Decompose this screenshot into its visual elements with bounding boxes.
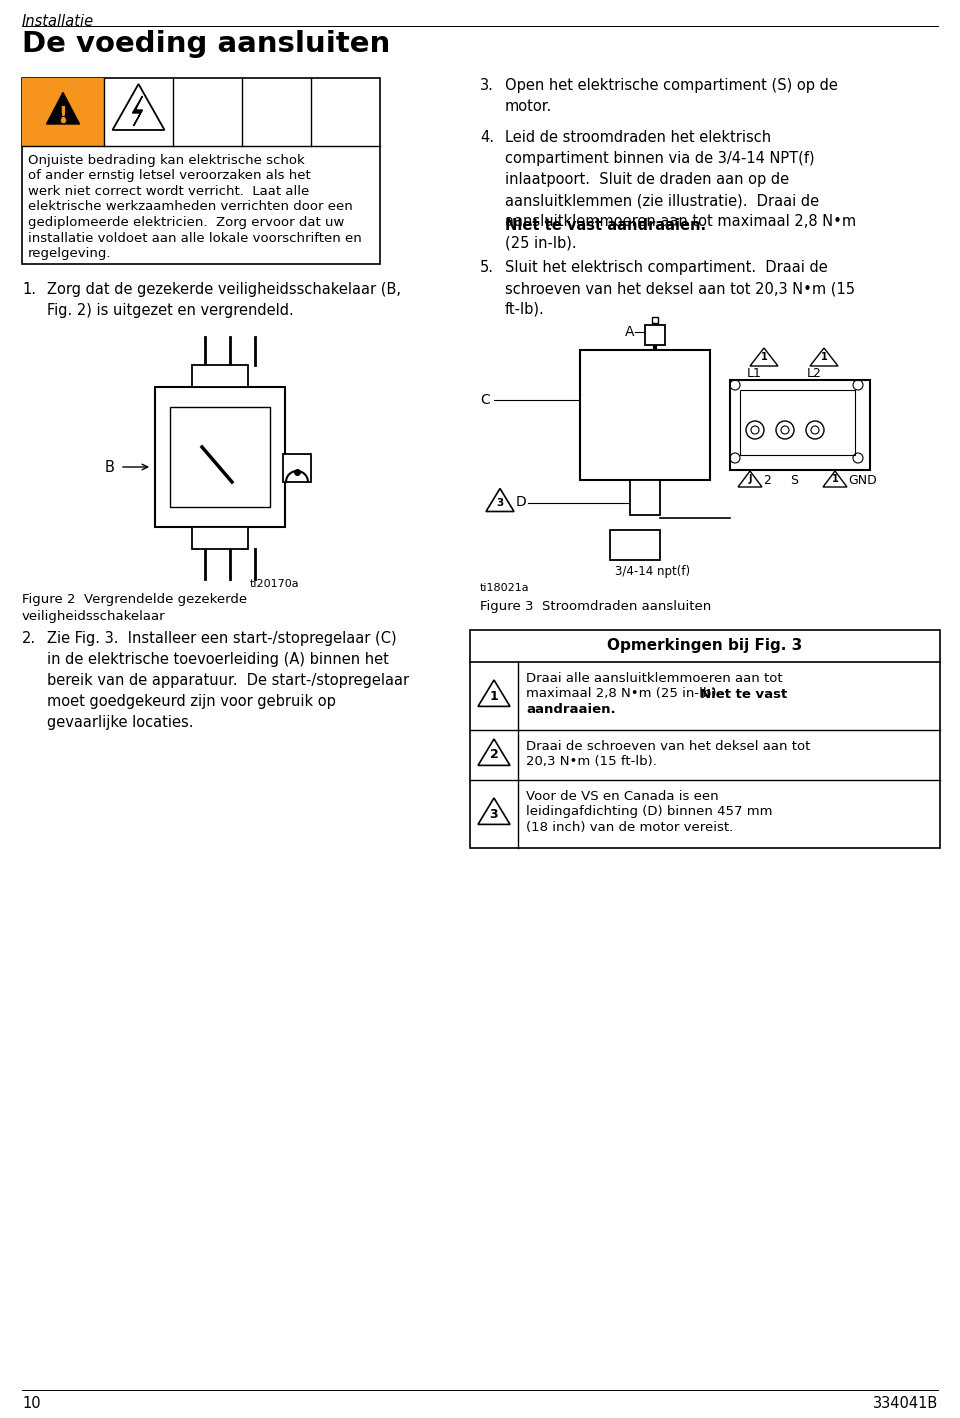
Polygon shape	[750, 347, 778, 366]
Text: ti20170a: ti20170a	[250, 579, 300, 588]
Bar	[580, 350, 710, 481]
Text: 2.: 2.	[22, 631, 36, 647]
Polygon shape	[478, 739, 510, 766]
Text: 1: 1	[831, 474, 838, 484]
Text: Draai alle aansluitklemmoeren aan tot: Draai alle aansluitklemmoeren aan tot	[526, 672, 782, 685]
Text: 334041B: 334041B	[873, 1395, 938, 1411]
Text: aandraaien.: aandraaien.	[526, 703, 615, 716]
Polygon shape	[810, 347, 838, 366]
Polygon shape	[132, 96, 142, 126]
Text: De voeding aansluiten: De voeding aansluiten	[22, 30, 391, 58]
Bar	[630, 481, 660, 515]
Text: Zorg dat de gezekerde veiligheidsschakelaar (B,
Fig. 2) is uitgezet en vergrende: Zorg dat de gezekerde veiligheidsschakel…	[47, 282, 401, 318]
Text: L2: L2	[807, 367, 822, 380]
Text: of ander ernstig letsel veroorzaken als het: of ander ernstig letsel veroorzaken als …	[28, 170, 311, 183]
Text: regelgeving.: regelgeving.	[28, 247, 111, 259]
Text: Draai de schroeven van het deksel aan tot: Draai de schroeven van het deksel aan to…	[526, 740, 810, 753]
Text: C: C	[480, 393, 490, 407]
Text: Figure 2  Vergrendelde gezekerde
veiligheidsschakelaar: Figure 2 Vergrendelde gezekerde veilighe…	[22, 593, 247, 623]
Text: (18 inch) van de motor vereist.: (18 inch) van de motor vereist.	[526, 821, 733, 834]
Bar	[740, 390, 855, 455]
Bar	[645, 325, 665, 345]
Text: 2: 2	[763, 474, 771, 486]
Text: 3/4-14 npt(f): 3/4-14 npt(f)	[615, 564, 690, 579]
Bar	[730, 380, 870, 469]
Polygon shape	[823, 471, 847, 486]
Text: S: S	[790, 474, 798, 486]
Text: Voor de VS en Canada is een: Voor de VS en Canada is een	[526, 790, 719, 803]
Polygon shape	[46, 92, 80, 123]
Bar	[155, 387, 285, 527]
Text: 1: 1	[821, 352, 828, 362]
Text: werk niet correct wordt verricht.  Laat alle: werk niet correct wordt verricht. Laat a…	[28, 184, 309, 199]
Text: ti18021a: ti18021a	[480, 583, 530, 593]
Bar	[192, 364, 248, 387]
Text: Onjuiste bedrading kan elektrische schok: Onjuiste bedrading kan elektrische schok	[28, 155, 304, 167]
Bar	[610, 530, 660, 560]
Text: 3.: 3.	[480, 78, 493, 94]
Text: 20,3 N•m (15 ft-lb).: 20,3 N•m (15 ft-lb).	[526, 756, 657, 769]
Text: Niet te vast aandraaien.: Niet te vast aandraaien.	[505, 217, 707, 233]
Text: L1: L1	[747, 367, 762, 380]
Polygon shape	[112, 84, 164, 130]
Text: 3: 3	[490, 807, 498, 821]
Text: A: A	[625, 325, 635, 339]
Text: 10: 10	[22, 1395, 40, 1411]
Text: Installatie: Installatie	[22, 14, 94, 28]
Polygon shape	[738, 471, 762, 486]
Text: D: D	[516, 495, 527, 509]
Text: Niet te vast: Niet te vast	[700, 688, 787, 700]
Text: Zie Fig. 3.  Installeer een start-/stopregelaar (C)
in de elektrische toevoerlei: Zie Fig. 3. Installeer een start-/stopre…	[47, 631, 409, 730]
Text: elektrische werkzaamheden verrichten door een: elektrische werkzaamheden verrichten doo…	[28, 200, 352, 214]
Polygon shape	[478, 798, 510, 824]
Text: gediplomeerde elektricien.  Zorg ervoor dat uw: gediplomeerde elektricien. Zorg ervoor d…	[28, 216, 345, 228]
Polygon shape	[486, 488, 514, 512]
Text: Opmerkingen bij Fig. 3: Opmerkingen bij Fig. 3	[608, 638, 803, 654]
Bar	[283, 454, 311, 482]
Text: Open het elektrische compartiment (S) op de
motor.: Open het elektrische compartiment (S) op…	[505, 78, 838, 113]
Text: Leid de stroomdraden het elektrisch
compartiment binnen via de 3/4-14 NPT(f)
inl: Leid de stroomdraden het elektrisch comp…	[505, 130, 856, 250]
Bar	[22, 78, 104, 146]
Text: Figure 3  Stroomdraden aansluiten: Figure 3 Stroomdraden aansluiten	[480, 600, 711, 613]
Text: J: J	[748, 474, 752, 484]
Text: Sluit het elektrisch compartiment.  Draai de
schroeven van het deksel aan tot 20: Sluit het elektrisch compartiment. Draai…	[505, 259, 855, 318]
Bar	[170, 407, 270, 508]
Bar	[470, 630, 940, 848]
Text: installatie voldoet aan alle lokale voorschriften en: installatie voldoet aan alle lokale voor…	[28, 231, 362, 244]
Text: GND: GND	[848, 474, 876, 486]
Text: 3: 3	[496, 498, 504, 508]
Bar	[22, 78, 380, 264]
Text: maximaal 2,8 N•m (25 in-lb).: maximaal 2,8 N•m (25 in-lb).	[526, 688, 730, 700]
Polygon shape	[478, 681, 510, 706]
Text: B: B	[105, 459, 115, 475]
Text: !: !	[59, 105, 67, 123]
Text: 1: 1	[760, 352, 767, 362]
Text: 5.: 5.	[480, 259, 494, 275]
Text: 1.: 1.	[22, 282, 36, 296]
Text: 4.: 4.	[480, 130, 494, 145]
Text: 2: 2	[490, 749, 498, 761]
Text: 1: 1	[490, 689, 498, 702]
Text: leidingafdichting (D) binnen 457 mm: leidingafdichting (D) binnen 457 mm	[526, 805, 773, 818]
Bar	[192, 527, 248, 549]
